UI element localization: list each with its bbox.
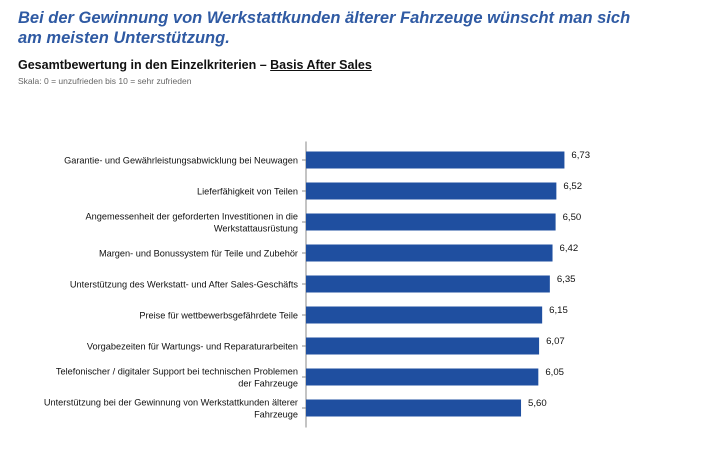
- value-label: 6,73: [571, 150, 590, 161]
- bar: [306, 368, 539, 386]
- category-label: Preise für wettbewerbsgefährdete Teile: [139, 311, 298, 321]
- bar: [306, 182, 557, 200]
- category-label: Unterstützung des Werkstatt- und After S…: [70, 280, 298, 290]
- category-label: Garantie- und Gewährleistungsabwicklung …: [64, 156, 298, 166]
- category-label: Margen- und Bonussystem für Teile und Zu…: [99, 249, 298, 259]
- value-label: 6,42: [560, 243, 579, 254]
- value-label: 6,50: [563, 212, 582, 223]
- value-label: 6,05: [545, 367, 564, 378]
- bar: [306, 399, 522, 417]
- category-label: Vorgabezeiten für Wartungs- und Reparatu…: [87, 342, 298, 352]
- scale-note: Skala: 0 = unzufrieden bis 10 = sehr zuf…: [18, 76, 192, 86]
- bar: [306, 337, 540, 355]
- category-label: Angemessenheit der geforderten Investiti…: [86, 212, 298, 234]
- bar: [306, 306, 543, 324]
- value-label: 5,60: [528, 398, 547, 409]
- category-label: Unterstützung bei der Gewinnung von Werk…: [44, 398, 298, 420]
- category-label: Lieferfähigkeit von Teilen: [197, 187, 298, 197]
- subtitle-main: Gesamtbewertung in den Einzelkriterien –: [18, 58, 271, 72]
- subtitle-basis: Basis After Sales: [270, 58, 372, 72]
- value-label: 6,15: [549, 305, 568, 316]
- bar: [306, 275, 550, 293]
- category-label: Telefonischer / digitaler Support bei te…: [56, 367, 298, 389]
- bar: [306, 213, 556, 231]
- bar: [306, 151, 565, 169]
- headline: Bei der Gewinnung von Werkstattkunden äl…: [18, 9, 631, 47]
- value-label: 6,07: [546, 336, 565, 347]
- value-label: 6,52: [563, 181, 582, 192]
- value-label: 6,35: [557, 274, 576, 285]
- chart-subtitle: Gesamtbewertung in den Einzelkriterien –…: [18, 58, 372, 72]
- bar: [306, 244, 553, 262]
